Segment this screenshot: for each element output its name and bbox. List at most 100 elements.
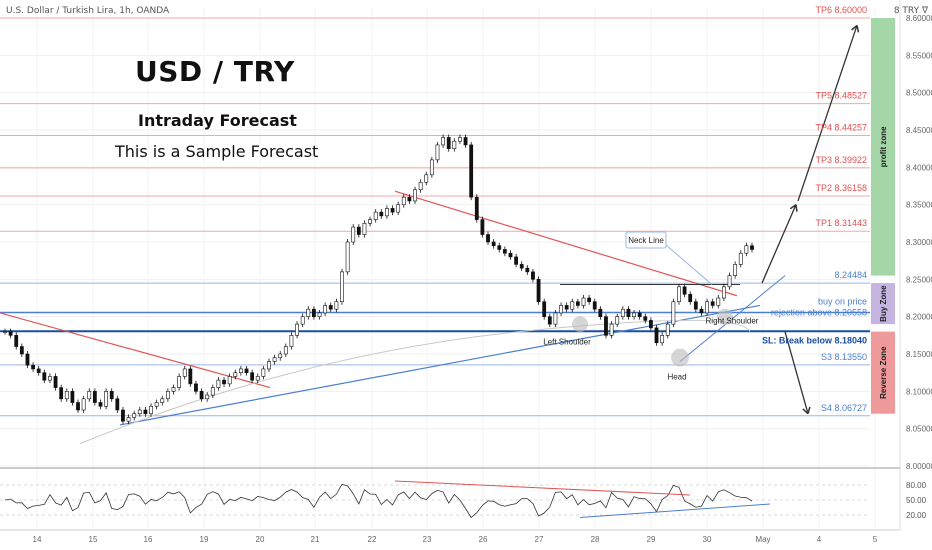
candle-body bbox=[154, 402, 159, 407]
time-tick-label: 27 bbox=[535, 535, 544, 544]
level-label: TP5 8.48527 bbox=[815, 91, 867, 101]
candle-body bbox=[564, 305, 569, 310]
candle-body bbox=[401, 196, 406, 205]
candle-body bbox=[542, 301, 547, 317]
candle-body bbox=[317, 312, 322, 317]
time-tick-label: 16 bbox=[144, 535, 153, 544]
time-tick-label: 26 bbox=[479, 535, 488, 544]
candle-body bbox=[210, 387, 215, 396]
candle-body bbox=[205, 394, 210, 400]
price-tick-label: 8.15000 bbox=[906, 350, 932, 359]
candle-body bbox=[649, 320, 653, 329]
candle-body bbox=[677, 286, 681, 303]
profit-zone-bg bbox=[871, 18, 895, 276]
level-label: TP1 8.31443 bbox=[815, 218, 867, 228]
candle-body bbox=[64, 391, 69, 400]
time-tick-label: 28 bbox=[591, 535, 600, 544]
level-label: S3 8.13550 bbox=[821, 352, 867, 362]
candle-body bbox=[98, 402, 103, 407]
candle-body bbox=[508, 252, 513, 258]
candle-body bbox=[385, 208, 389, 217]
candle-body bbox=[536, 279, 541, 303]
candle-body bbox=[750, 245, 754, 250]
candle-body bbox=[48, 376, 52, 381]
candle-body bbox=[609, 323, 614, 336]
candle-body bbox=[14, 335, 19, 347]
candle-body bbox=[81, 398, 86, 411]
head-label: Head bbox=[667, 372, 686, 381]
candle-body bbox=[733, 264, 738, 276]
price-tick-label: 8.05000 bbox=[906, 425, 932, 434]
candle-body bbox=[474, 196, 479, 220]
candle-body bbox=[604, 316, 608, 336]
candle-body bbox=[705, 301, 709, 314]
time-tick-label: 30 bbox=[703, 535, 712, 544]
candle-body bbox=[390, 208, 395, 213]
candle-body bbox=[497, 245, 502, 250]
candle-body bbox=[87, 391, 92, 400]
candle-body bbox=[250, 372, 255, 381]
candle-body bbox=[188, 368, 193, 385]
candle-body bbox=[716, 297, 721, 306]
candle-body bbox=[267, 361, 271, 370]
candle-body bbox=[722, 286, 726, 299]
currency-label: 8 TRY ∇ bbox=[893, 6, 928, 16]
time-tick-label: 14 bbox=[33, 535, 42, 544]
candle-body bbox=[424, 174, 429, 183]
candle-body bbox=[469, 144, 474, 198]
candle-body bbox=[121, 409, 125, 422]
reverse-zone-label: Reverse Zone bbox=[879, 346, 888, 399]
candle-body bbox=[356, 226, 361, 235]
candle-body bbox=[216, 379, 221, 388]
candle-body bbox=[132, 413, 137, 418]
candle-body bbox=[36, 368, 41, 373]
candle-body bbox=[244, 368, 249, 373]
rsi-level-label: 20.00 bbox=[906, 511, 927, 520]
candle-body bbox=[429, 159, 434, 176]
level-label: 8.24484 bbox=[834, 270, 867, 280]
price-tick-label: 8.25000 bbox=[906, 275, 932, 284]
candle-body bbox=[149, 405, 153, 415]
neck-line-pointer bbox=[665, 244, 713, 285]
candle-body bbox=[435, 144, 440, 161]
candle-body bbox=[514, 256, 519, 265]
symbol-header: U.S. Dollar / Turkish Lira, 1h, OANDA bbox=[6, 6, 170, 16]
candle-body bbox=[598, 308, 603, 317]
candle-body bbox=[194, 383, 198, 392]
candle-body bbox=[261, 368, 266, 377]
candle-body bbox=[592, 301, 597, 310]
candle-body bbox=[620, 308, 625, 317]
pattern-markers: Left Shoulder Head Right Shoulder Neck Line bbox=[543, 231, 759, 381]
candle-body bbox=[283, 346, 288, 355]
candle-body bbox=[665, 323, 670, 336]
candle-body bbox=[306, 308, 311, 317]
candle-body bbox=[368, 219, 372, 224]
time-tick-label: 15 bbox=[89, 535, 98, 544]
reverse-zone-bg bbox=[871, 331, 895, 414]
level-label: S4 8.06727 bbox=[821, 403, 867, 413]
candle-body bbox=[491, 241, 496, 247]
candle-body bbox=[222, 379, 226, 385]
candle-body bbox=[581, 297, 586, 306]
arrow-to-s4-head bbox=[802, 406, 811, 415]
time-tick-label: 4 bbox=[817, 535, 822, 544]
candle-body bbox=[682, 286, 687, 295]
candle-body bbox=[452, 140, 457, 149]
candle-body bbox=[626, 308, 631, 317]
blue-uptrend-line bbox=[119, 304, 761, 426]
candle-body bbox=[104, 391, 108, 407]
candle-body bbox=[272, 357, 277, 362]
candle-body bbox=[255, 376, 260, 381]
candle-body bbox=[323, 305, 328, 314]
time-tick-label: May bbox=[755, 535, 770, 544]
grid bbox=[0, 8, 876, 530]
candle-body bbox=[295, 323, 299, 336]
candle-body bbox=[92, 391, 97, 403]
head-marker bbox=[671, 348, 689, 367]
buy-zone-label: Buy Zone bbox=[879, 285, 888, 322]
candle-body bbox=[31, 364, 35, 370]
chart-title: USD / TRY bbox=[135, 55, 295, 88]
candle-body bbox=[525, 267, 530, 273]
candle-body bbox=[70, 391, 75, 403]
